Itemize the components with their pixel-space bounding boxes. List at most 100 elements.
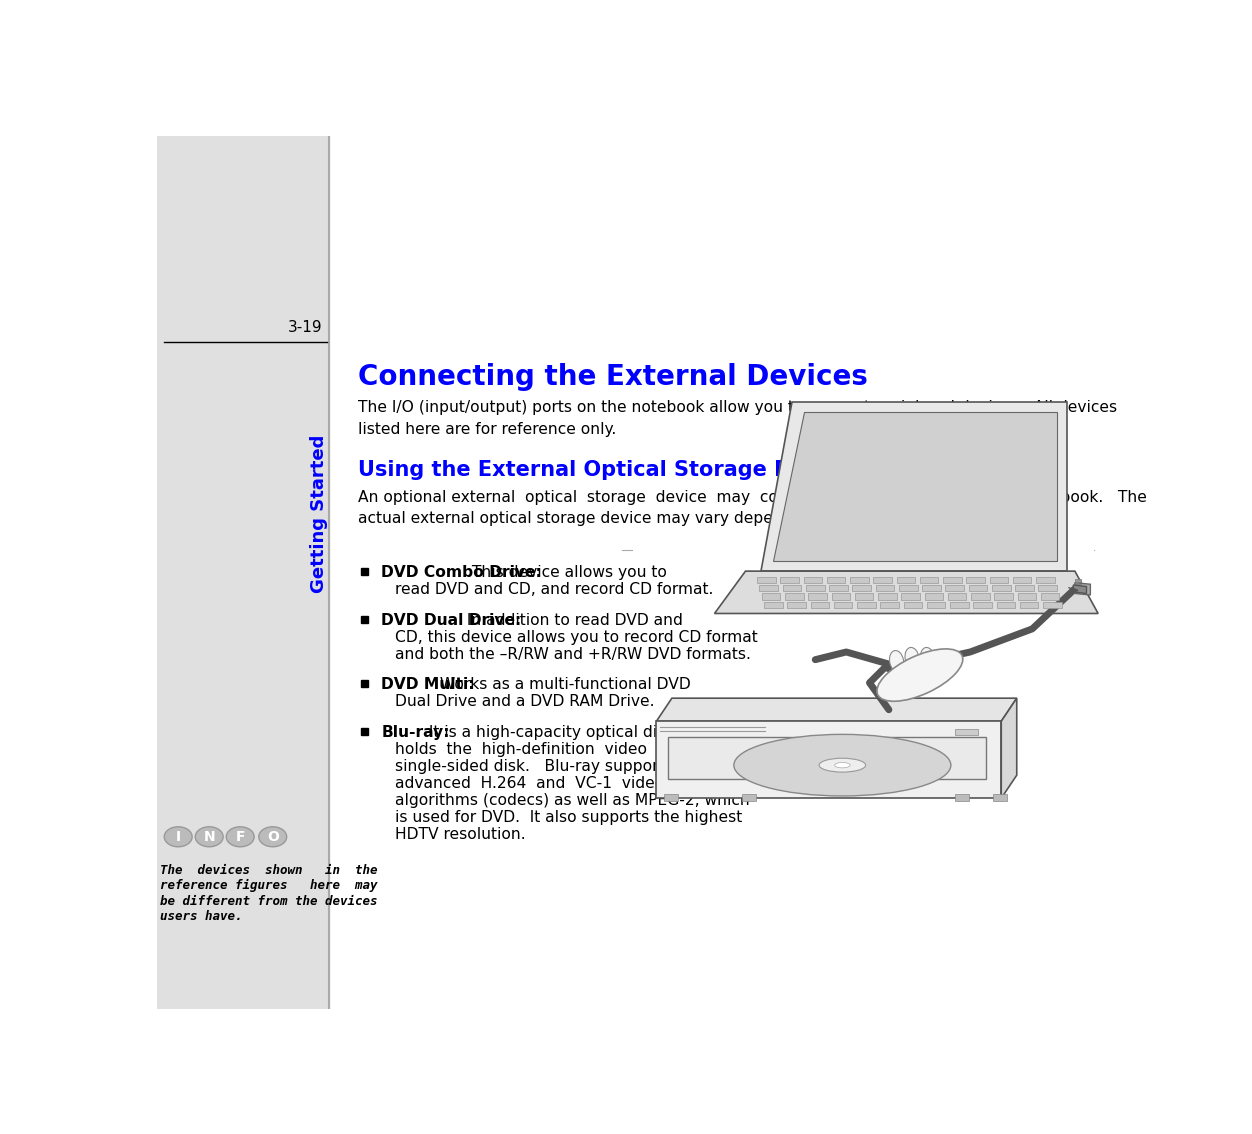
Text: and both the –R/RW and +R/RW DVD formats.: and both the –R/RW and +R/RW DVD formats…: [396, 646, 751, 661]
Polygon shape: [1073, 585, 1087, 593]
Text: reference figures   here  may: reference figures here may: [160, 879, 378, 892]
Text: In addition to read DVD and: In addition to read DVD and: [462, 612, 682, 628]
Text: actual external optical storage device may vary depending on the model you purch: actual external optical storage device m…: [358, 511, 1049, 526]
Bar: [969, 585, 988, 591]
Text: N: N: [203, 830, 215, 844]
Ellipse shape: [819, 759, 865, 772]
Bar: [926, 602, 945, 608]
Bar: [761, 593, 780, 600]
Bar: [1040, 593, 1059, 600]
Bar: [1020, 602, 1038, 608]
Bar: [994, 795, 1008, 801]
Text: holds  the  high-definition  video  (HD)  on  a: holds the high-definition video (HD) on …: [396, 742, 741, 758]
Text: Connecting the External Devices: Connecting the External Devices: [358, 363, 868, 391]
Bar: [1037, 576, 1054, 583]
Bar: [899, 585, 918, 591]
Bar: [834, 602, 853, 608]
Polygon shape: [1075, 583, 1090, 595]
Bar: [972, 593, 989, 600]
Bar: [669, 737, 985, 779]
Text: read DVD and CD, and record CD format.: read DVD and CD, and record CD format.: [396, 582, 714, 596]
Bar: [989, 576, 1008, 583]
Bar: [923, 585, 940, 591]
Text: is used for DVD.  It also supports the highest: is used for DVD. It also supports the hi…: [396, 810, 742, 824]
Bar: [804, 576, 823, 583]
Text: users have.: users have.: [160, 909, 243, 923]
Polygon shape: [656, 699, 1017, 721]
Bar: [764, 602, 782, 608]
Text: advanced  H.264  and  VC-1  video  encoding: advanced H.264 and VC-1 video encoding: [396, 776, 746, 790]
Bar: [853, 585, 871, 591]
Bar: [855, 593, 874, 600]
Text: Blu-ray:: Blu-ray:: [382, 725, 449, 741]
Polygon shape: [1002, 699, 1017, 798]
Text: O: O: [267, 830, 279, 844]
Bar: [361, 680, 368, 687]
Polygon shape: [772, 412, 1057, 561]
Bar: [875, 585, 894, 591]
Bar: [920, 576, 939, 583]
Bar: [850, 576, 869, 583]
Ellipse shape: [876, 649, 963, 701]
Bar: [1013, 576, 1032, 583]
Bar: [156, 136, 328, 1009]
Ellipse shape: [934, 651, 949, 672]
Bar: [1075, 584, 1080, 587]
Text: F: F: [235, 830, 245, 844]
Bar: [955, 729, 978, 735]
Text: Dual Drive and a DVD RAM Drive.: Dual Drive and a DVD RAM Drive.: [396, 694, 655, 710]
Text: listed here are for reference only.: listed here are for reference only.: [358, 422, 616, 437]
Bar: [760, 585, 777, 591]
Text: single-sided disk.   Blu-ray supports the more: single-sided disk. Blu-ray supports the …: [396, 759, 749, 775]
Bar: [1038, 585, 1057, 591]
Text: algorithms (codecs) as well as MPEG-2, which: algorithms (codecs) as well as MPEG-2, w…: [396, 793, 750, 807]
Text: CD, this device allows you to record CD format: CD, this device allows you to record CD …: [396, 629, 757, 644]
Bar: [757, 576, 776, 583]
Ellipse shape: [164, 827, 192, 847]
Bar: [896, 576, 915, 583]
Polygon shape: [761, 401, 1067, 572]
Ellipse shape: [195, 827, 223, 847]
Text: HDTV resolution.: HDTV resolution.: [396, 827, 526, 841]
Bar: [806, 585, 825, 591]
Ellipse shape: [920, 648, 935, 669]
Ellipse shape: [227, 827, 254, 847]
Bar: [809, 593, 826, 600]
Bar: [361, 728, 368, 735]
Bar: [973, 602, 992, 608]
Ellipse shape: [734, 735, 950, 796]
Ellipse shape: [889, 651, 904, 672]
Bar: [829, 585, 848, 591]
Bar: [994, 593, 1013, 600]
Ellipse shape: [835, 762, 850, 768]
Text: The  devices  shown   in  the: The devices shown in the: [160, 864, 378, 877]
Bar: [945, 585, 964, 591]
Ellipse shape: [905, 648, 919, 669]
Bar: [904, 602, 923, 608]
Text: This device allows you to: This device allows you to: [467, 565, 667, 579]
Bar: [997, 602, 1015, 608]
Bar: [664, 795, 679, 801]
Text: An optional external  optical  storage  device  may  come  with  the  package  o: An optional external optical storage dev…: [358, 490, 1147, 505]
Bar: [924, 593, 943, 600]
Bar: [878, 593, 896, 600]
Bar: [880, 602, 899, 608]
Bar: [1043, 602, 1062, 608]
Polygon shape: [656, 721, 1002, 798]
Text: The I/O (input/output) ports on the notebook allow you to connect peripheral dev: The I/O (input/output) ports on the note…: [358, 400, 1117, 415]
Bar: [874, 576, 891, 583]
Text: be different from the devices: be different from the devices: [160, 895, 378, 907]
Bar: [955, 795, 969, 801]
Bar: [780, 576, 799, 583]
Bar: [826, 576, 845, 583]
Bar: [810, 602, 829, 608]
Text: 3-19: 3-19: [288, 320, 322, 335]
Bar: [967, 576, 985, 583]
Bar: [950, 602, 969, 608]
Bar: [741, 795, 755, 801]
Bar: [361, 568, 368, 575]
Text: It is a high-capacity optical disc that: It is a high-capacity optical disc that: [424, 725, 710, 741]
Ellipse shape: [259, 827, 287, 847]
Bar: [943, 576, 962, 583]
Text: DVD Dual Drive:: DVD Dual Drive:: [382, 612, 522, 628]
